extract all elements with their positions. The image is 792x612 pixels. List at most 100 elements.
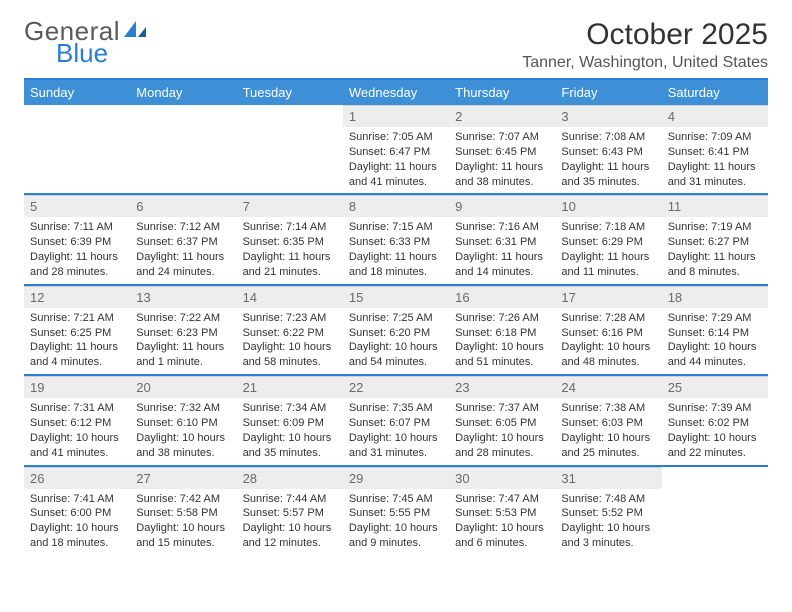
day-number: 18 xyxy=(662,286,768,308)
sunset-line: Sunset: 6:22 PM xyxy=(243,326,337,341)
sunrise-line: Sunrise: 7:05 AM xyxy=(349,130,443,145)
logo-text-blue: Blue xyxy=(56,40,150,66)
calendar-cell: 5Sunrise: 7:11 AMSunset: 6:39 PMDaylight… xyxy=(24,195,130,284)
daylight-line: Daylight: 10 hours and 3 minutes. xyxy=(561,521,655,551)
day-body: Sunrise: 7:16 AMSunset: 6:31 PMDaylight:… xyxy=(449,217,555,283)
calendar-cell: 26 Sunrise: 7:41 AMSunset: 6:00 PMDayligh… xyxy=(24,467,130,555)
sunrise-line: Sunrise: 7:15 AM xyxy=(349,220,443,235)
day-body: Sunrise: 7:29 AMSunset: 6:14 PMDaylight:… xyxy=(662,308,768,374)
sunrise-line: Sunrise: 7:19 AM xyxy=(668,220,762,235)
day-body: Sunrise: 7:26 AMSunset: 6:18 PMDaylight:… xyxy=(449,308,555,374)
day-body: Sunrise: 7:05 AMSunset: 6:47 PMDaylight:… xyxy=(343,127,449,193)
day-body: Sunrise: 7:37 AMSunset: 6:05 PMDaylight:… xyxy=(449,398,555,464)
sunrise-line: Sunrise: 7:26 AM xyxy=(455,311,549,326)
calendar-cell: 3Sunrise: 7:08 AMSunset: 6:43 PMDaylight… xyxy=(555,105,661,194)
day-number: 25 xyxy=(662,376,768,398)
daylight-line: Daylight: 11 hours and 41 minutes. xyxy=(349,160,443,190)
sunset-line: Sunset: 6:16 PM xyxy=(561,326,655,341)
sunrise-line: Sunrise: 7:41 AM xyxy=(30,492,124,507)
sunset-line: Sunset: 6:35 PM xyxy=(243,235,337,250)
calendar-cell: 14Sunrise: 7:23 AMSunset: 6:22 PMDayligh… xyxy=(237,286,343,375)
day-number: 16 xyxy=(449,286,555,308)
calendar-header-row: SundayMondayTuesdayWednesdayThursdayFrid… xyxy=(24,80,768,105)
sunset-line: Sunset: 6:47 PM xyxy=(349,145,443,160)
day-body: Sunrise: 7:25 AMSunset: 6:20 PMDaylight:… xyxy=(343,308,449,374)
day-body: Sunrise: 7:48 AMSunset: 5:52 PMDaylight:… xyxy=(555,489,661,555)
day-number: 4 xyxy=(662,105,768,127)
day-number: 31 xyxy=(555,467,661,489)
sunrise-line: Sunrise: 7:37 AM xyxy=(455,401,549,416)
daylight-line: Daylight: 11 hours and 38 minutes. xyxy=(455,160,549,190)
day-body: Sunrise: 7:08 AMSunset: 6:43 PMDaylight:… xyxy=(555,127,661,193)
daylight-line: Daylight: 11 hours and 31 minutes. xyxy=(668,160,762,190)
calendar-cell: 4Sunrise: 7:09 AMSunset: 6:41 PMDaylight… xyxy=(662,105,768,194)
day-number: 11 xyxy=(662,195,768,217)
sunset-line: Sunset: 5:52 PM xyxy=(561,506,655,521)
daylight-line: Daylight: 10 hours and 22 minutes. xyxy=(668,431,762,461)
day-body: Sunrise: 7:34 AMSunset: 6:09 PMDaylight:… xyxy=(237,398,343,464)
calendar-cell: 31Sunrise: 7:48 AMSunset: 5:52 PMDayligh… xyxy=(555,467,661,555)
day-number: 6 xyxy=(130,195,236,217)
calendar-cell: 6Sunrise: 7:12 AMSunset: 6:37 PMDaylight… xyxy=(130,195,236,284)
day-number: 15 xyxy=(343,286,449,308)
weekday-header: Sunday xyxy=(24,80,130,105)
sunrise-line: Sunrise: 7:11 AM xyxy=(30,220,124,235)
day-body: Sunrise: 7:47 AMSunset: 5:53 PMDaylight:… xyxy=(449,489,555,555)
day-number: 17 xyxy=(555,286,661,308)
sunset-line: Sunset: 6:33 PM xyxy=(349,235,443,250)
calendar-cell: 29Sunrise: 7:45 AMSunset: 5:55 PMDayligh… xyxy=(343,467,449,555)
sunset-line: Sunset: 6:23 PM xyxy=(136,326,230,341)
sunrise-line: Sunrise: 7:23 AM xyxy=(243,311,337,326)
day-number: 20 xyxy=(130,376,236,398)
sunrise-line: Sunrise: 7:31 AM xyxy=(30,401,124,416)
sunrise-line: Sunrise: 7:07 AM xyxy=(455,130,549,145)
day-number: 8 xyxy=(343,195,449,217)
sunrise-line: Sunrise: 7:48 AM xyxy=(561,492,655,507)
sunrise-line: Sunrise: 7:38 AM xyxy=(561,401,655,416)
daylight-line: Daylight: 10 hours and 44 minutes. xyxy=(668,340,762,370)
sunset-line: Sunset: 6:07 PM xyxy=(349,416,443,431)
day-number: 10 xyxy=(555,195,661,217)
month-title: October 2025 xyxy=(522,18,768,52)
daylight-line: Daylight: 10 hours and 18 minutes. xyxy=(30,521,124,551)
day-number: 19 xyxy=(24,376,130,398)
sunset-line: Sunset: 6:00 PM xyxy=(30,506,124,521)
day-body: Sunrise: 7:32 AMSunset: 6:10 PMDaylight:… xyxy=(130,398,236,464)
calendar-cell: 21Sunrise: 7:34 AMSunset: 6:09 PMDayligh… xyxy=(237,376,343,465)
daylight-line: Daylight: 10 hours and 28 minutes. xyxy=(455,431,549,461)
calendar-cell: 8Sunrise: 7:15 AMSunset: 6:33 PMDaylight… xyxy=(343,195,449,284)
sunset-line: Sunset: 6:39 PM xyxy=(30,235,124,250)
header: General Blue October 2025 Tanner, Washin… xyxy=(24,18,768,72)
calendar-cell: 15Sunrise: 7:25 AMSunset: 6:20 PMDayligh… xyxy=(343,286,449,375)
daylight-line: Daylight: 10 hours and 15 minutes. xyxy=(136,521,230,551)
calendar-cell: 23Sunrise: 7:37 AMSunset: 6:05 PMDayligh… xyxy=(449,376,555,465)
calendar-cell: 17Sunrise: 7:28 AMSunset: 6:16 PMDayligh… xyxy=(555,286,661,375)
calendar-cell: 9Sunrise: 7:16 AMSunset: 6:31 PMDaylight… xyxy=(449,195,555,284)
sunset-line: Sunset: 6:27 PM xyxy=(668,235,762,250)
daylight-line: Daylight: 10 hours and 41 minutes. xyxy=(30,431,124,461)
weekday-header: Monday xyxy=(130,80,236,105)
sunrise-line: Sunrise: 7:16 AM xyxy=(455,220,549,235)
sunrise-line: Sunrise: 7:22 AM xyxy=(136,311,230,326)
daylight-line: Daylight: 10 hours and 48 minutes. xyxy=(561,340,655,370)
sunrise-line: Sunrise: 7:29 AM xyxy=(668,311,762,326)
day-number: 1 xyxy=(343,105,449,127)
calendar-cell: 18Sunrise: 7:29 AMSunset: 6:14 PMDayligh… xyxy=(662,286,768,375)
daylight-line: Daylight: 10 hours and 9 minutes. xyxy=(349,521,443,551)
day-body: Sunrise: 7:22 AMSunset: 6:23 PMDaylight:… xyxy=(130,308,236,374)
calendar-cell: 20Sunrise: 7:32 AMSunset: 6:10 PMDayligh… xyxy=(130,376,236,465)
day-body: Sunrise: 7:18 AMSunset: 6:29 PMDaylight:… xyxy=(555,217,661,283)
day-body: Sunrise: 7:14 AMSunset: 6:35 PMDaylight:… xyxy=(237,217,343,283)
day-number: 30 xyxy=(449,467,555,489)
day-number: 7 xyxy=(237,195,343,217)
day-number: 22 xyxy=(343,376,449,398)
day-number: 3 xyxy=(555,105,661,127)
day-body: Sunrise: 7:38 AMSunset: 6:03 PMDaylight:… xyxy=(555,398,661,464)
day-number: 26 xyxy=(24,467,130,489)
calendar-cell: 11Sunrise: 7:19 AMSunset: 6:27 PMDayligh… xyxy=(662,195,768,284)
day-body: Sunrise: 7:07 AMSunset: 6:45 PMDaylight:… xyxy=(449,127,555,193)
sunset-line: Sunset: 6:05 PM xyxy=(455,416,549,431)
calendar-cell: 1Sunrise: 7:05 AMSunset: 6:47 PMDaylight… xyxy=(343,105,449,194)
day-body: Sunrise: 7:28 AMSunset: 6:16 PMDaylight:… xyxy=(555,308,661,374)
sunset-line: Sunset: 5:58 PM xyxy=(136,506,230,521)
